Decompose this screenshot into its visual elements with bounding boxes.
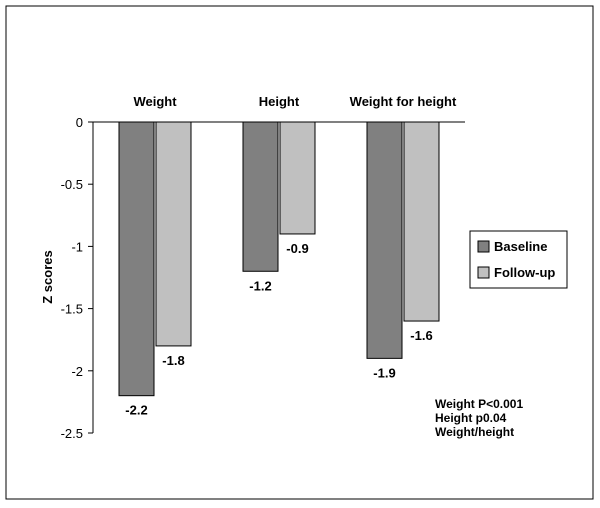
y-tick-label-4: -2 xyxy=(71,364,83,379)
category-label-height: Height xyxy=(259,94,300,109)
y-tick-label-5: -2.5 xyxy=(61,426,83,441)
y-tick-label-2: -1 xyxy=(71,239,83,254)
bar-follow-up-height xyxy=(279,121,316,235)
bar-follow-up-weight xyxy=(155,121,192,347)
data-label-baseline-height: -1.2 xyxy=(249,278,271,293)
y-ticks-layer: 0 -0.5 -1 -1.5 -2 -2.5 xyxy=(61,115,93,441)
legend-swatch-baseline xyxy=(477,240,490,253)
y-tick-label-0: 0 xyxy=(76,115,83,130)
legend: Baseline Follow-up xyxy=(469,230,568,289)
significance-note: Weight P<0.001 Height p0.04 Weight/heigh… xyxy=(435,397,523,439)
bar-baseline-weight-for-height xyxy=(366,121,403,359)
data-labels-layer: -2.2 -1.8 -1.2 -0.9 -1.9 -1.6 xyxy=(125,241,432,418)
data-label-follow-up-weight: -1.8 xyxy=(162,353,184,368)
legend-label-baseline: Baseline xyxy=(494,239,547,254)
data-label-baseline-weight-for-height: -1.9 xyxy=(373,365,395,380)
y-tick-label-1: -0.5 xyxy=(61,177,83,192)
note-line-2: Height p0.04 xyxy=(435,411,507,425)
legend-swatch-follow-up xyxy=(477,266,490,279)
bar-baseline-weight xyxy=(118,121,155,397)
bars-layer xyxy=(118,121,440,397)
note-line-1: Weight P<0.001 xyxy=(435,397,523,411)
data-label-baseline-weight: -2.2 xyxy=(125,403,147,418)
category-labels-layer: Weight Height Weight for height xyxy=(133,94,457,109)
y-tick-label-3: -1.5 xyxy=(61,302,83,317)
bar-follow-up-weight-for-height xyxy=(403,121,440,322)
bar-baseline-height xyxy=(242,121,279,272)
data-label-follow-up-height: -0.9 xyxy=(286,241,308,256)
note-line-3: Weight/height xyxy=(435,425,514,439)
y-axis-title: Z scores xyxy=(40,250,55,303)
data-label-follow-up-weight-for-height: -1.6 xyxy=(410,328,432,343)
legend-label-follow-up: Follow-up xyxy=(494,265,555,280)
category-label-weight-for-height: Weight for height xyxy=(350,94,457,109)
category-label-weight: Weight xyxy=(133,94,177,109)
